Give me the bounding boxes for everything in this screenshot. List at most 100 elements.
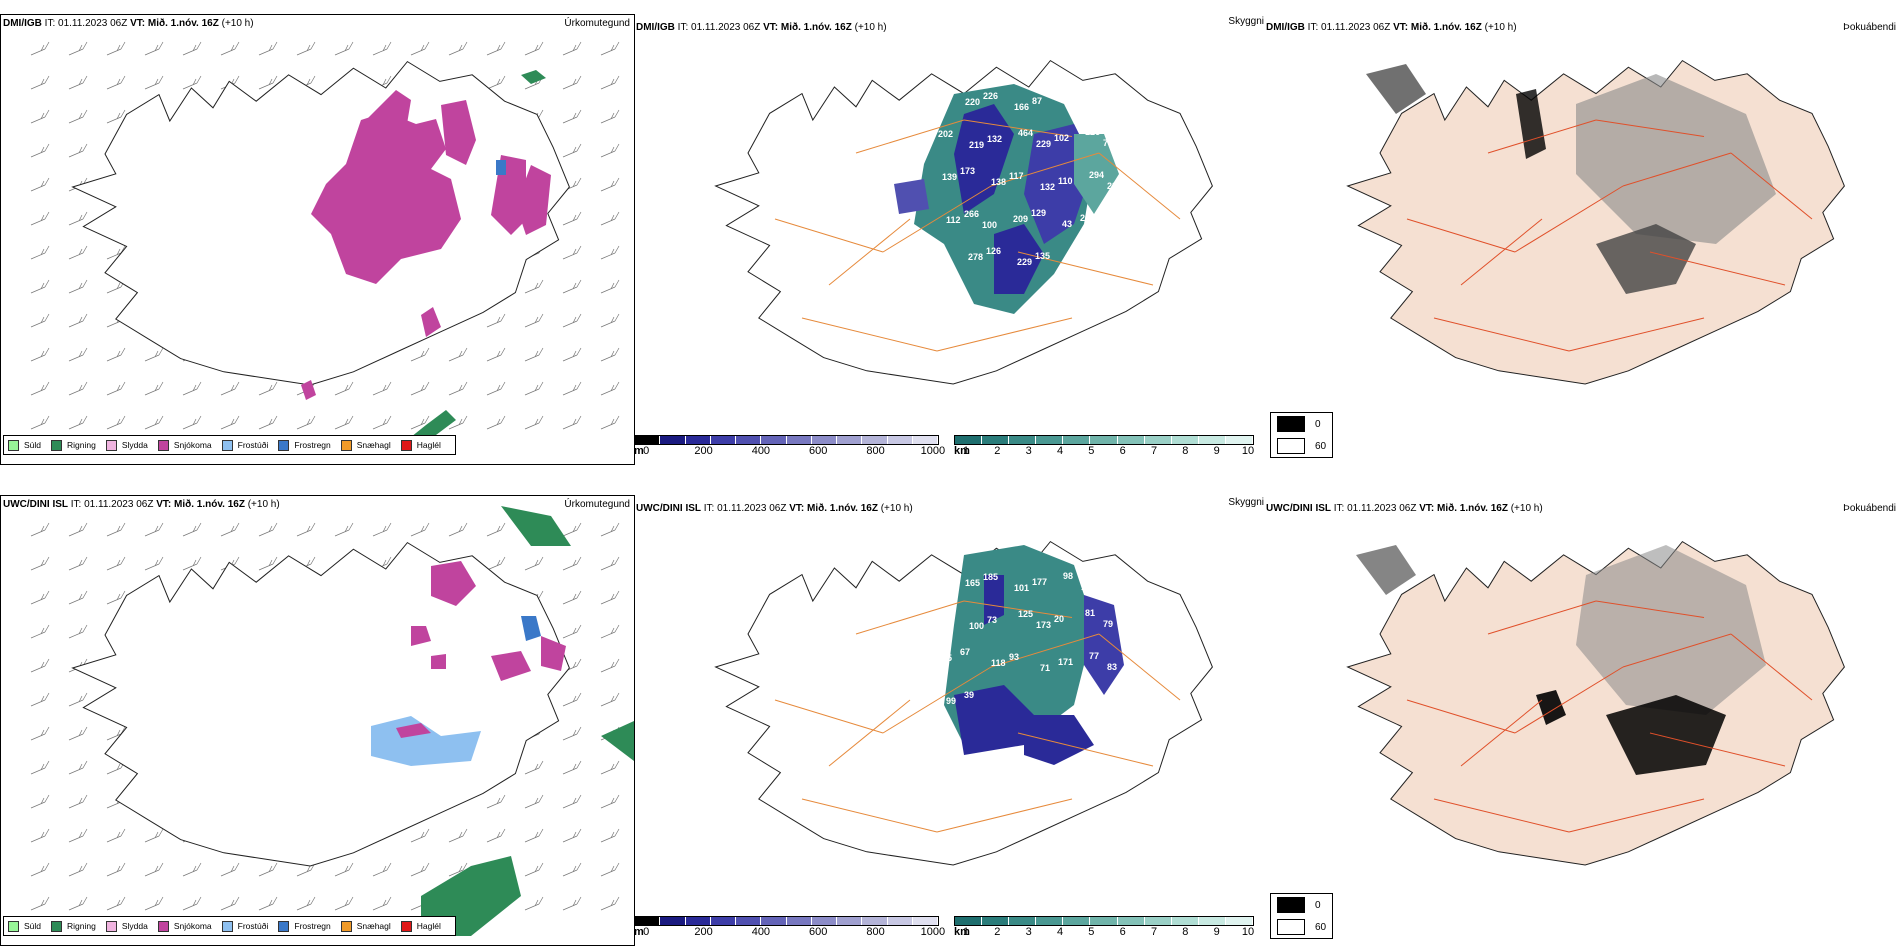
scale-cell	[837, 917, 863, 925]
wind-barb	[30, 41, 50, 56]
panel-precip-type-uwc: UWC/DINI ISL IT: 01.11.2023 06Z VT: Mið.…	[0, 495, 635, 946]
visibility-value: 126	[986, 246, 1001, 256]
legend-item: Frostregn	[278, 439, 331, 451]
visibility-value: 129	[1031, 208, 1046, 218]
panel-title: DMI/IGB IT: 01.11.2023 06Z VT: Mið. 1.nó…	[636, 22, 887, 33]
scale-cell	[1198, 917, 1226, 925]
wind-barb	[372, 381, 392, 396]
visibility-value: 204	[1111, 207, 1126, 217]
scale-ticks-m: m 0 200 400 600 800 1000	[634, 445, 945, 457]
wind-barb	[258, 75, 278, 90]
scale-tick: 200	[694, 926, 713, 938]
wind-barb	[524, 556, 544, 571]
panel-title: UWC/DINI ISL IT: 01.11.2023 06Z VT: Mið.…	[3, 499, 280, 510]
wind-barb	[106, 896, 126, 911]
legend-item: Haglél	[400, 439, 441, 451]
panel-visibility-dmi: DMI/IGB IT: 01.11.2023 06Z VT: Mið. 1.nó…	[634, 14, 1264, 464]
wind-barb	[562, 279, 582, 294]
scale-cell	[1009, 917, 1037, 925]
panel-title: DMI/IGB IT: 01.11.2023 06Z VT: Mið. 1.nó…	[1266, 22, 1517, 33]
fog-swatch	[1277, 919, 1305, 935]
panel-title: UWC/DINI ISL IT: 01.11.2023 06Z VT: Mið.…	[1266, 503, 1543, 514]
scale-cell	[1090, 917, 1118, 925]
wind-barb	[562, 75, 582, 90]
wind-barb	[68, 245, 88, 260]
wind-barb	[68, 590, 88, 605]
wind-barb	[600, 75, 620, 90]
legend-swatch	[105, 439, 117, 451]
visibility-value: 90	[1063, 90, 1073, 100]
road-segment	[963, 600, 1073, 618]
wind-barb	[30, 313, 50, 328]
road-segment	[990, 152, 1100, 187]
scale-tick: 400	[751, 926, 771, 938]
scale-unit: m	[634, 926, 644, 938]
wind-barb	[524, 896, 544, 911]
scale-cells-km	[954, 916, 1254, 926]
wind-barb	[68, 624, 88, 639]
wind-barb	[68, 692, 88, 707]
legend-swatch	[278, 439, 290, 451]
visibility-value: 59	[1112, 576, 1122, 586]
wind-barb	[258, 522, 278, 537]
fog-label: 0	[1315, 899, 1321, 911]
wind-barb	[258, 556, 278, 571]
visibility-value: 220	[965, 97, 980, 107]
legend-label: Slydda	[121, 921, 148, 931]
wind-barb	[562, 794, 582, 809]
scale-tick: 5	[1088, 445, 1095, 457]
visibility-value: 112	[946, 215, 961, 225]
wind-barb	[486, 556, 506, 571]
visibility-value: 67	[960, 647, 970, 657]
wind-barb	[144, 862, 164, 877]
wind-barb	[68, 381, 88, 396]
wind-barb	[410, 41, 430, 56]
visibility-value: 171	[1058, 657, 1073, 667]
wind-barb	[144, 556, 164, 571]
panel-title: UWC/DINI ISL IT: 01.11.2023 06Z VT: Mið.…	[636, 503, 913, 514]
wind-barb	[296, 896, 316, 911]
wind-barb	[410, 862, 430, 877]
wind-barb	[600, 794, 620, 809]
scale-cell	[710, 436, 736, 444]
wind-barb	[600, 522, 620, 537]
wind-barb	[68, 41, 88, 56]
wind-barb	[182, 862, 202, 877]
wind-barb	[372, 415, 392, 430]
scale-cell	[811, 436, 837, 444]
wind-barb	[144, 381, 164, 396]
wind-barb	[30, 109, 50, 124]
wind-barb	[220, 862, 240, 877]
wind-barb	[600, 245, 620, 260]
visibility-value: 166	[1014, 102, 1029, 112]
param-label: Þokuábendi	[1843, 22, 1896, 33]
road-segment	[1433, 317, 1570, 352]
legend-swatch	[51, 439, 63, 451]
visibility-value: 100	[982, 220, 997, 230]
wind-barb	[524, 862, 544, 877]
precip-fields	[301, 70, 551, 450]
wind-barb	[600, 658, 620, 673]
wind-barb	[106, 347, 126, 362]
fog-label: 60	[1315, 921, 1327, 933]
wind-barb	[562, 760, 582, 775]
wind-barb	[410, 415, 430, 430]
scale-cell	[837, 436, 863, 444]
wind-barb	[296, 41, 316, 56]
scale-tick: 600	[809, 926, 828, 938]
wind-barb	[486, 415, 506, 430]
wind-barb	[372, 862, 392, 877]
legend-swatch	[221, 439, 233, 451]
scale-tick: 400	[751, 445, 771, 457]
wind-barb	[30, 522, 50, 537]
scale-cell	[1063, 917, 1091, 925]
wind-barb	[486, 313, 506, 328]
wind-barb	[600, 313, 620, 328]
scale-tick: 7	[1150, 926, 1158, 938]
scale-cell	[635, 436, 661, 444]
map-precip-type-dmi	[30, 41, 620, 450]
legend-swatch	[8, 920, 19, 932]
visibility-scale-km: km 1 2 3 4 5 6 7 8 9 10	[954, 435, 1254, 457]
visibility-value: 102	[1054, 133, 1069, 143]
wind-barb	[600, 556, 620, 571]
